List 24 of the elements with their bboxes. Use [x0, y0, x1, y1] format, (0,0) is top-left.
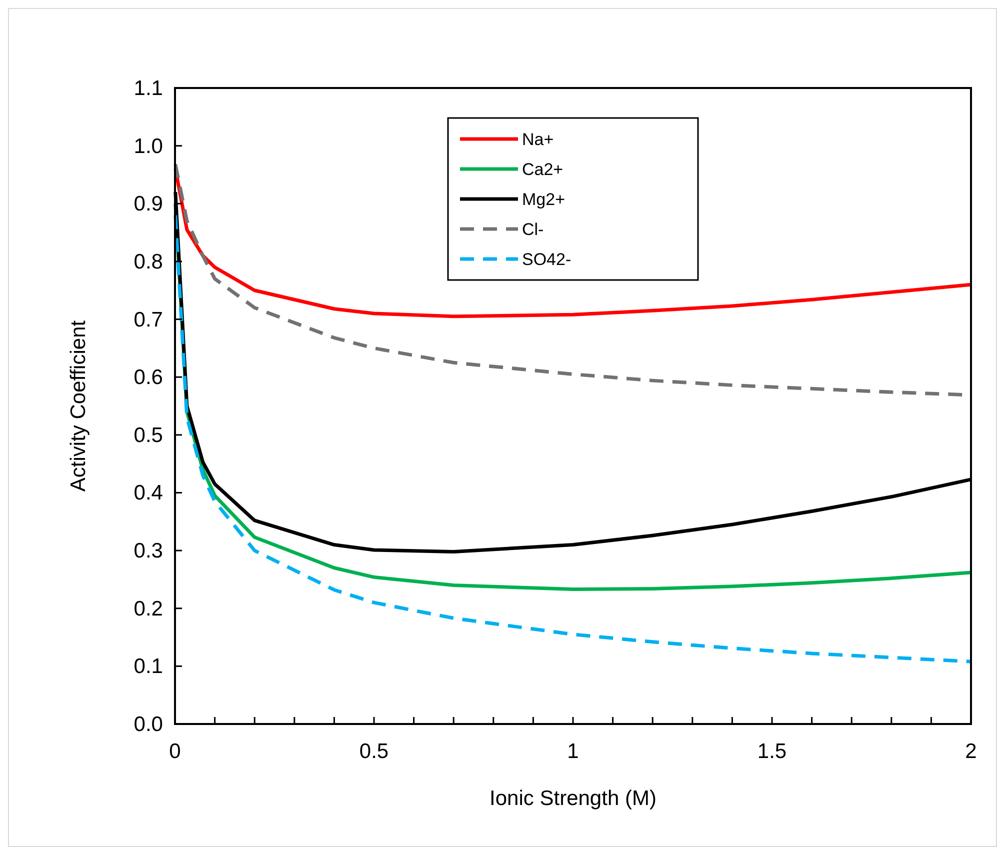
legend-label: Ca2+ [522, 160, 564, 179]
y-axis-title: Activity Coefficient [67, 320, 90, 492]
y-tick-label: 0.1 [134, 655, 163, 678]
y-tick-label: 0.8 [134, 250, 163, 274]
x-tick-label: 2 [965, 740, 977, 763]
y-tick-label: 0.9 [134, 192, 163, 216]
y-tick-label: 0.6 [134, 366, 163, 390]
x-axis-title: Ionic Strength (M) [490, 787, 656, 810]
y-tick-label: 0.7 [134, 308, 163, 332]
y-tick-label: 0.2 [134, 597, 163, 620]
x-tick-label: 0.5 [359, 740, 389, 763]
legend-label: Mg2+ [522, 190, 566, 209]
legend-label: Na+ [522, 130, 554, 149]
y-tick-label: 1.1 [134, 77, 163, 100]
x-tick-label: 1.5 [757, 740, 787, 763]
y-tick-label: 0.5 [134, 424, 163, 447]
legend-label: SO42- [522, 250, 572, 269]
y-tick-label: 0.3 [134, 540, 163, 563]
y-tick-label: 1.0 [134, 134, 163, 158]
y-tick-label: 0.0 [134, 713, 163, 736]
x-tick-label: 0 [169, 740, 181, 763]
y-tick-label: 0.4 [134, 482, 164, 505]
x-tick-label: 1 [567, 740, 579, 763]
legend-label: Cl- [522, 220, 544, 239]
